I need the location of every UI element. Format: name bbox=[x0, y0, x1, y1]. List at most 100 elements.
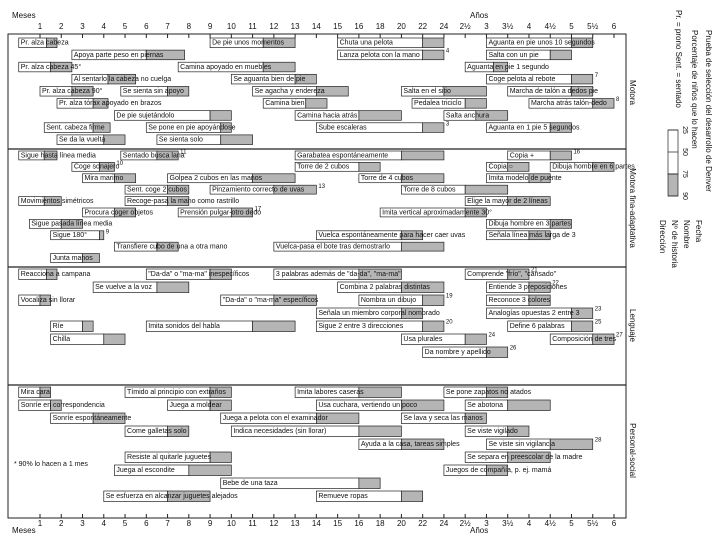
item-label: Reconoce 3 colores bbox=[488, 297, 550, 304]
x-tick-label: 3 bbox=[80, 519, 85, 528]
bar-tail bbox=[422, 320, 445, 332]
item-label: Sentado busca lana bbox=[123, 152, 185, 159]
item-label: Apoya parte peso en piernas bbox=[74, 52, 164, 59]
bar-tail bbox=[401, 399, 445, 411]
item-note: 4 bbox=[446, 49, 450, 55]
form-field: Fecha bbox=[694, 220, 703, 243]
item-note: 13 bbox=[318, 184, 325, 190]
bar-tail bbox=[92, 122, 111, 133]
bar-tail bbox=[252, 320, 296, 332]
item-label: Lanza pelota con la mano bbox=[340, 52, 420, 59]
form-field: Nombre bbox=[682, 220, 691, 249]
item-label: Se esfuerza en alcanzar juguetes alejado… bbox=[106, 493, 238, 500]
bar-tail bbox=[220, 134, 253, 145]
item-label: Juega a pelota con el examinador bbox=[223, 415, 329, 422]
bar-tail bbox=[571, 73, 594, 85]
item-label: Pedalea triciclo bbox=[414, 100, 462, 107]
item-label: Aguanta en pie unos 10 segundos bbox=[488, 40, 595, 47]
bar-tail bbox=[464, 207, 487, 218]
bar-tail bbox=[273, 184, 317, 195]
item-label: Ayuda a la casa, tareas simples bbox=[361, 441, 460, 448]
bar-tail bbox=[422, 37, 445, 48]
bar-tail bbox=[358, 386, 402, 398]
x-tick-label: 22 bbox=[418, 22, 427, 31]
item-label: Torre de 8 cubos bbox=[403, 186, 456, 193]
item-label: Bebe de una taza bbox=[223, 480, 278, 487]
item-label: De pie sujetándolo bbox=[116, 112, 174, 119]
x-tick-label: 6 bbox=[612, 519, 617, 528]
section-name: Motora bbox=[628, 80, 637, 105]
bar-tail bbox=[358, 425, 402, 437]
bar-tail bbox=[592, 333, 615, 345]
item-label: Aguanta en 1 pie 5 segundos bbox=[488, 124, 580, 131]
bar-tail bbox=[46, 37, 58, 48]
section-name: Motora fina-adaptativa bbox=[628, 168, 637, 248]
item-label: Chilla bbox=[53, 336, 71, 343]
item-note: 26 bbox=[510, 346, 517, 352]
bar-tail bbox=[43, 150, 58, 161]
bar-tail bbox=[107, 73, 137, 85]
item-label: Sonríe espontáneamente bbox=[53, 415, 132, 422]
x-tick-label: 10 bbox=[227, 22, 236, 31]
item-note: 10 bbox=[116, 161, 123, 167]
x-tick-label: 6 bbox=[144, 22, 149, 31]
item-label: Se aguanta bien de pie bbox=[233, 76, 305, 83]
x-tick-label: 6 bbox=[612, 22, 617, 31]
bar-tail bbox=[464, 184, 509, 195]
item-label: "Da-da" o "ma-ma" específicos bbox=[223, 297, 319, 304]
x-tick-label: 2½ bbox=[460, 519, 471, 528]
item-label: Entiende 3 preposiciones bbox=[488, 284, 567, 291]
item-label: Se pone en pie apoyándose bbox=[148, 124, 235, 131]
item-label: Vuelca-pasa el bote tras demostrarlo bbox=[276, 243, 390, 250]
bar-tail bbox=[401, 230, 424, 241]
x-tick-label: 2½ bbox=[460, 22, 471, 31]
x-tick-label: 13 bbox=[291, 519, 300, 528]
item-label: Sube escaleras bbox=[318, 124, 367, 131]
bar-tail bbox=[50, 399, 62, 411]
item-label: Sent. coge 2 cubos bbox=[127, 186, 187, 193]
key: Pr. = prono Sent. = sentado bbox=[674, 10, 683, 108]
item-label: Sigue pasada línea media bbox=[31, 221, 112, 228]
legend-label: 50 bbox=[681, 148, 688, 156]
x-tick-label: 9 bbox=[208, 22, 213, 31]
bar-tail bbox=[230, 207, 253, 218]
x-tick-label: 14 bbox=[312, 519, 321, 528]
item-label: Imita modelo de puente bbox=[488, 175, 561, 182]
item-label: Remueve ropas bbox=[318, 493, 368, 500]
bar-tail bbox=[401, 490, 424, 502]
x-tick-label: 7 bbox=[165, 22, 170, 31]
x-tick-label: 2 bbox=[59, 22, 64, 31]
bar-tail bbox=[549, 49, 572, 61]
item-label: Nombra un dibujo bbox=[361, 297, 416, 304]
x-tick-label: 15 bbox=[333, 22, 342, 31]
bar-tail bbox=[82, 320, 94, 332]
legend-tail bbox=[667, 173, 679, 197]
bar-tail bbox=[220, 122, 232, 133]
item-label: "Da-da" o "ma-ma" inespecíficos bbox=[148, 271, 249, 278]
item-label: Torre de 4 cubos bbox=[361, 175, 414, 182]
x-label-bottom: Meses bbox=[12, 526, 36, 535]
item-label: Marcha de talón a dedos pie bbox=[510, 88, 598, 95]
bar-tail bbox=[358, 477, 381, 489]
item-label: Usa cuchara, vertiendo un poco bbox=[318, 402, 417, 409]
x-tick-label: 1 bbox=[38, 22, 43, 31]
bar-tail bbox=[156, 150, 179, 161]
item-label: Pr. alza cabeza 90° bbox=[42, 87, 103, 95]
bar-tail bbox=[422, 49, 445, 61]
x-tick-label: 3 bbox=[80, 22, 85, 31]
bar-tail bbox=[103, 333, 126, 345]
bar-tail bbox=[493, 61, 509, 73]
bar-tail bbox=[188, 464, 232, 476]
item-note: 24 bbox=[488, 333, 495, 339]
item-label: Juegos de compañía, p. ej. mamá bbox=[446, 467, 552, 474]
item-label: Camina apoyado en muebles bbox=[180, 64, 272, 71]
legend-label: 90 bbox=[681, 192, 688, 200]
item-label: Composición de tres bbox=[552, 336, 616, 343]
bar-tail bbox=[209, 399, 232, 411]
x-tick-label: 18 bbox=[376, 22, 385, 31]
bar-tail bbox=[443, 86, 487, 97]
item-label: Se vuelve a la voz bbox=[95, 284, 152, 291]
item-label: Transfiere cubo de una a otra mano bbox=[116, 243, 227, 250]
item-label: Salta en el sitio bbox=[403, 88, 451, 95]
